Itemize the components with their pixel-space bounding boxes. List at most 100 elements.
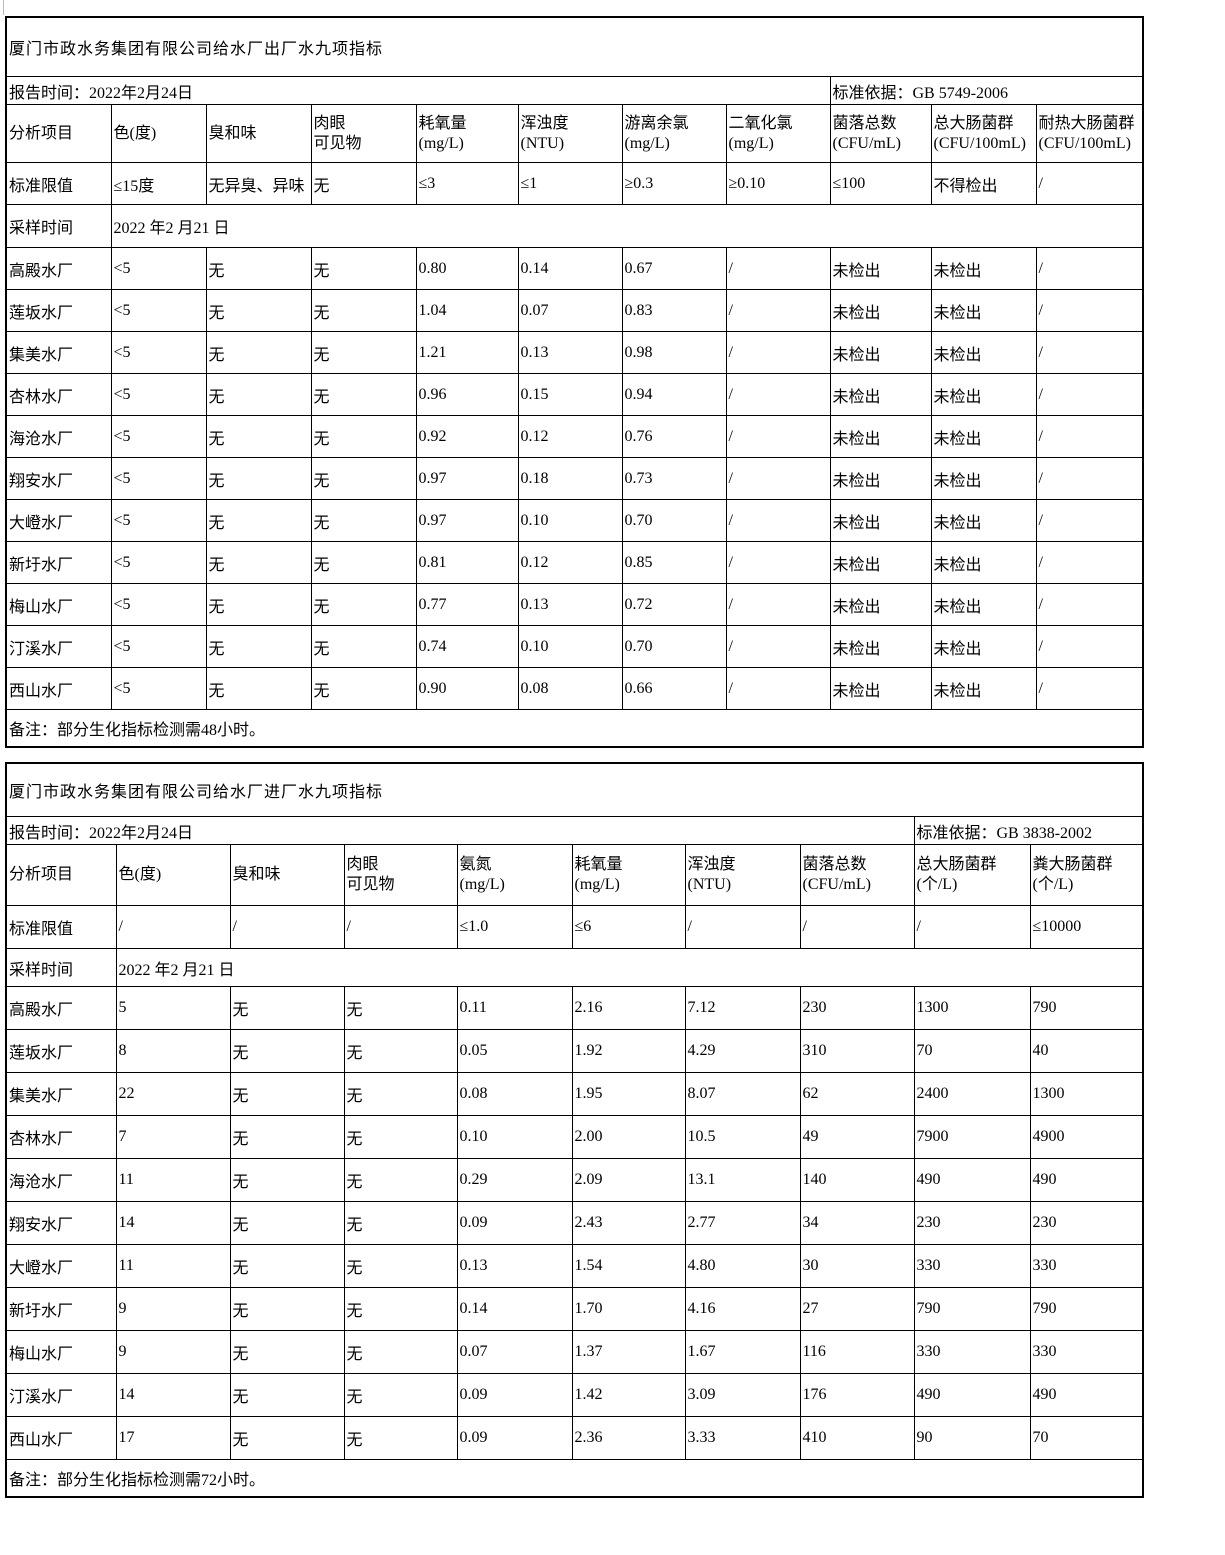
- value-cell: 1.04: [415, 289, 519, 332]
- standard-reference: 标准依据：GB 3838-2002: [913, 816, 1144, 845]
- column-header: 色(度): [110, 104, 207, 163]
- plant-name-cell: 西山水厂: [5, 667, 112, 710]
- column-header: 二氧化氯 (mg/L): [725, 104, 831, 163]
- value-cell: 无: [229, 1244, 345, 1288]
- value-cell: 未检出: [930, 331, 1037, 374]
- column-header: 耗氧量 (mg/L): [571, 844, 686, 906]
- value-cell: 0.96: [415, 373, 519, 416]
- value-cell: <5: [110, 373, 207, 416]
- plant-name-cell: 莲坂水厂: [5, 1029, 117, 1073]
- value-cell: 0.05: [456, 1029, 573, 1073]
- value-cell: 0.18: [517, 457, 623, 500]
- value-cell: 0.12: [517, 541, 623, 584]
- value-cell: 1300: [1029, 1072, 1144, 1116]
- column-header: 耗氧量 (mg/L): [415, 104, 519, 163]
- value-cell: 0.76: [621, 415, 727, 458]
- value-cell: 1.67: [684, 1330, 801, 1374]
- limit-value: /: [1035, 162, 1144, 205]
- value-cell: 0.29: [456, 1158, 573, 1202]
- value-cell: 无: [310, 247, 417, 290]
- value-cell: 490: [913, 1373, 1031, 1417]
- value-cell: 1.92: [571, 1029, 686, 1073]
- value-cell: 2.16: [571, 986, 686, 1030]
- value-cell: 1.42: [571, 1373, 686, 1417]
- value-cell: 未检出: [930, 667, 1037, 710]
- value-cell: 0.10: [517, 499, 623, 542]
- value-cell: 未检出: [930, 247, 1037, 290]
- value-cell: 无: [343, 1244, 458, 1288]
- plant-name-cell: 大嶝水厂: [5, 499, 112, 542]
- data-row: 集美水厂 <5 无无 1.21 0.13 0.98/未检出 未检出 /: [5, 331, 1144, 374]
- value-cell: 无: [310, 331, 417, 374]
- limit-value: ≤1.0: [456, 905, 573, 949]
- value-cell: 0.74: [415, 625, 519, 668]
- limit-value: 不得检出: [930, 162, 1037, 205]
- value-cell: 40: [1029, 1029, 1144, 1073]
- value-cell: 无: [343, 1115, 458, 1159]
- value-cell: 0.97: [415, 499, 519, 542]
- data-row: 翔安水厂 14 无无 0.09 2.43 2.77 34 230 230: [5, 1201, 1144, 1245]
- value-cell: 790: [1029, 1287, 1144, 1331]
- value-cell: 1.95: [571, 1072, 686, 1116]
- value-cell: 无: [205, 289, 312, 332]
- data-row: 高殿水厂 5 无无 0.11 2.16 7.12 230 1300 790: [5, 986, 1144, 1030]
- value-cell: /: [725, 667, 831, 710]
- data-row: 新圩水厂 <5 无无 0.81 0.12 0.85/未检出 未检出 /: [5, 541, 1144, 584]
- meta-row: 报告时间：2022年2月24日 标准依据：GB 3838-2002: [5, 816, 1144, 845]
- value-cell: 未检出: [829, 541, 932, 584]
- data-row: 高殿水厂 <5 无无 0.80 0.14 0.67/未检出 未检出 /: [5, 247, 1144, 290]
- value-cell: 22: [115, 1072, 231, 1116]
- plant-name-cell: 海沧水厂: [5, 1158, 117, 1202]
- value-cell: <5: [110, 247, 207, 290]
- value-cell: 0.12: [517, 415, 623, 458]
- value-cell: 无: [343, 1201, 458, 1245]
- value-cell: 330: [1029, 1330, 1144, 1374]
- note-row: 备注：部分生化指标检测需72小时。: [5, 1459, 1144, 1498]
- analysis-item-label: 分析项目: [5, 104, 112, 163]
- column-header: 肉眼 可见物: [343, 844, 458, 906]
- value-cell: /: [1035, 625, 1144, 668]
- value-cell: 未检出: [829, 289, 932, 332]
- value-cell: 0.83: [621, 289, 727, 332]
- value-cell: 0.14: [517, 247, 623, 290]
- plant-name-cell: 集美水厂: [5, 331, 112, 374]
- value-cell: 2400: [913, 1072, 1031, 1116]
- value-cell: <5: [110, 541, 207, 584]
- limit-row: 标准限值 / / / ≤1.0 ≤6// / ≤10000: [5, 905, 1144, 949]
- column-header: 肉眼 可见物: [310, 104, 417, 163]
- data-row: 大嶝水厂 11 无无 0.13 1.54 4.80 30 330 330: [5, 1244, 1144, 1288]
- value-cell: /: [725, 331, 831, 374]
- value-cell: 13.1: [684, 1158, 801, 1202]
- value-cell: 230: [1029, 1201, 1144, 1245]
- value-cell: 0.85: [621, 541, 727, 584]
- limit-value: ≥0.10: [725, 162, 831, 205]
- value-cell: 7900: [913, 1115, 1031, 1159]
- value-cell: 无: [229, 1072, 345, 1116]
- value-cell: 无: [205, 373, 312, 416]
- value-cell: 490: [1029, 1373, 1144, 1417]
- limit-value: ≤100: [829, 162, 932, 205]
- value-cell: /: [1035, 373, 1144, 416]
- column-header: 菌落总数 (CFU/mL): [829, 104, 932, 163]
- value-cell: 无: [205, 625, 312, 668]
- value-cell: 2.09: [571, 1158, 686, 1202]
- value-cell: 7: [115, 1115, 231, 1159]
- value-cell: 未检出: [930, 457, 1037, 500]
- spreadsheet-edge-artifact: [3, 0, 4, 15]
- column-header: 总大肠菌群 (CFU/100mL): [930, 104, 1037, 163]
- title-row: 厦门市政水务集团有限公司给水厂进厂水九项指标: [5, 762, 1144, 817]
- value-cell: 无: [343, 1029, 458, 1073]
- header-row: 分析项目 色(度) 臭和味 肉眼 可见物 氨氮 (mg/L) 耗氧量 (mg/L) 浑浊度 (NTU…: [5, 844, 1144, 906]
- value-cell: 490: [1029, 1158, 1144, 1202]
- value-cell: 116: [799, 1330, 915, 1374]
- value-cell: 0.15: [517, 373, 623, 416]
- value-cell: <5: [110, 625, 207, 668]
- limit-value: ≤3: [415, 162, 519, 205]
- value-cell: 0.10: [456, 1115, 573, 1159]
- data-row: 汀溪水厂 <5 无无 0.74 0.10 0.70/未检出 未检出 /: [5, 625, 1144, 668]
- value-cell: 34: [799, 1201, 915, 1245]
- value-cell: 230: [913, 1201, 1031, 1245]
- plant-name-cell: 汀溪水厂: [5, 1373, 117, 1417]
- meta-row: 报告时间：2022年2月24日 标准依据：GB 5749-2006: [5, 76, 1144, 105]
